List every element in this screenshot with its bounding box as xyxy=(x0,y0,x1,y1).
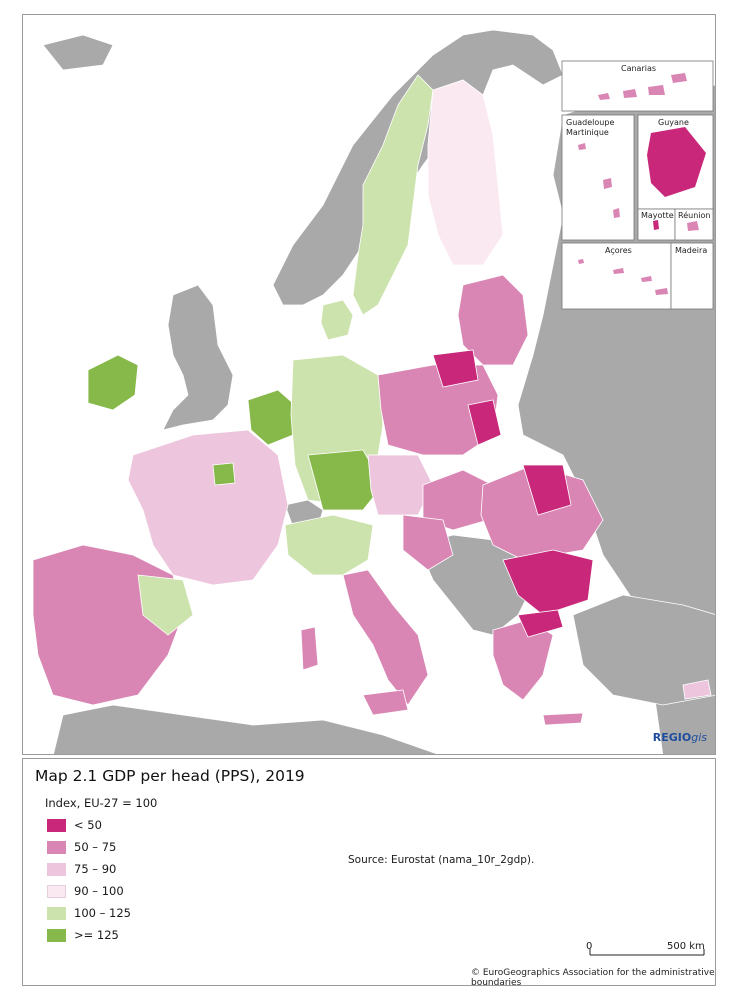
map-panel: Canarias Guadeloupe Martinique Guyane Ma… xyxy=(22,14,716,755)
legend-swatch xyxy=(47,840,66,854)
greece-north-region xyxy=(517,609,564,638)
scale-label-start: 0 xyxy=(586,941,593,952)
legend-item-75-90: 75 – 90 xyxy=(47,858,131,880)
brand-suffix: gis xyxy=(691,731,707,744)
sicily-region xyxy=(362,689,409,716)
france-region xyxy=(127,429,289,586)
catalonia-region xyxy=(137,574,194,636)
africa-shape xyxy=(53,704,439,754)
inset-azores-frame xyxy=(561,242,672,310)
legend-label: >= 125 xyxy=(74,928,119,942)
scale-bar xyxy=(589,949,705,956)
turkey-shape xyxy=(572,594,715,706)
legend-swatch xyxy=(47,818,66,832)
madeira-island xyxy=(655,288,668,295)
bulgaria-region xyxy=(502,549,594,616)
legend-label: < 50 xyxy=(74,818,102,832)
iceland-shape xyxy=(42,34,114,71)
legend-item-50-75: 50 – 75 xyxy=(47,836,131,858)
ireland-region xyxy=(87,354,139,411)
legend-item-below-50: < 50 xyxy=(47,814,131,836)
inset-label-guadeloupe: Guadeloupe xyxy=(566,118,614,127)
canarias-islands xyxy=(598,73,687,100)
denmark-region xyxy=(320,299,354,341)
mayotte-island xyxy=(653,220,659,230)
uk-shape xyxy=(162,284,234,431)
brand-main: REGIO xyxy=(652,731,692,744)
legend-label: 100 – 125 xyxy=(74,906,131,920)
warmia-region xyxy=(432,349,479,388)
legend-swatch xyxy=(47,884,66,898)
inset-madeira-frame xyxy=(670,242,714,310)
inset-label-reunion: Réunion xyxy=(678,210,710,220)
map-canvas: Canarias Guadeloupe Martinique Guyane Ma… xyxy=(32,29,715,754)
baltics-region xyxy=(457,274,529,366)
source-note: Source: Eurostat (nama_10r_2gdp). xyxy=(348,854,535,866)
lublin-region xyxy=(467,399,502,446)
map-title: Map 2.1 GDP per head (PPS), 2019 xyxy=(35,767,305,785)
legend-swatch xyxy=(47,906,66,920)
inset-guadeloupe-frame xyxy=(561,114,635,241)
copyright-note: © EuroGeographics Association for the ad… xyxy=(471,968,715,988)
legend-item-90-100: 90 – 100 xyxy=(47,880,131,902)
inset-label-canarias: Canarias xyxy=(621,64,656,73)
crete-region xyxy=(542,712,584,726)
legend-label: 50 – 75 xyxy=(74,840,117,854)
inset-label-madeira: Madeira xyxy=(675,246,707,255)
legend-swatch xyxy=(47,862,66,876)
paris-region xyxy=(212,462,236,486)
inset-label-mayotte: Mayotte xyxy=(641,211,674,220)
legend-heading: Index, EU-27 = 100 xyxy=(45,796,158,810)
inset-label-martinique: Martinique xyxy=(566,128,609,137)
legend-label: 90 – 100 xyxy=(74,884,124,898)
legend-item-100-125: 100 – 125 xyxy=(47,902,131,924)
legend-panel: Map 2.1 GDP per head (PPS), 2019 Index, … xyxy=(22,758,716,988)
inset-label-azores: Açores xyxy=(605,246,632,255)
moldova-border-region xyxy=(522,464,572,516)
czechia-austria-region xyxy=(367,454,434,516)
azores-islands xyxy=(578,259,652,282)
inset-label-guyane: Guyane xyxy=(658,118,689,127)
cyprus-region xyxy=(682,679,712,700)
outermost-regions-insets: Canarias Guadeloupe Martinique Guyane Ma… xyxy=(561,60,714,310)
regiogis-logo: REGIOgis xyxy=(653,731,707,744)
inset-canarias-frame xyxy=(561,60,714,112)
legend-list: < 50 50 – 75 75 – 90 90 – 100 100 – 125 … xyxy=(47,814,131,946)
scale-label-end: 500 km xyxy=(667,941,705,952)
guyane-region xyxy=(647,127,706,197)
legend-item-125-plus: >= 125 xyxy=(47,924,131,946)
guadeloupe-islands xyxy=(578,143,620,218)
reunion-island xyxy=(687,221,699,231)
legend-swatch xyxy=(47,928,66,942)
sardinia-region xyxy=(300,626,319,671)
sweden-region xyxy=(352,74,434,316)
slovakia-croatia-region xyxy=(402,514,454,571)
italy-south-region xyxy=(342,569,429,706)
italy-north-region xyxy=(284,514,374,576)
legend-label: 75 – 90 xyxy=(74,862,117,876)
finland-region xyxy=(427,79,504,266)
